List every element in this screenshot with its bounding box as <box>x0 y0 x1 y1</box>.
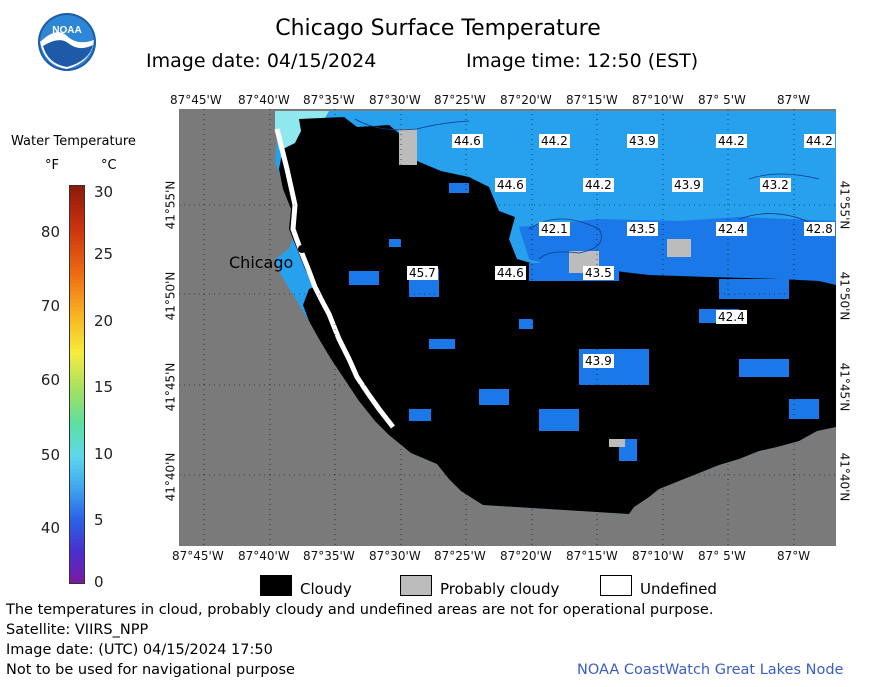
page-title: Chicago Surface Temperature <box>275 16 601 41</box>
lon-label-bottom: 87°15'W <box>566 549 618 563</box>
temp-value: 42.4 <box>716 310 747 324</box>
unit-celsius: °C <box>101 158 117 173</box>
lon-label-top: 87° 5'W <box>698 93 746 107</box>
undefined-swatch <box>600 575 632 596</box>
lon-label-bottom: 87°35'W <box>303 549 355 563</box>
cloudy-swatch <box>260 575 292 596</box>
tick-f-60: 60 <box>40 371 60 389</box>
lat-label-right: 41°50'N <box>837 271 852 321</box>
disclaimer-text: The temperatures in cloud, probably clou… <box>6 602 714 618</box>
temp-value: 44.2 <box>716 134 747 148</box>
temp-value: 43.9 <box>583 354 614 368</box>
temp-value: 43.5 <box>627 222 658 236</box>
noaa-logo-text: NOAA <box>52 25 81 36</box>
tick-f-80: 80 <box>40 223 60 241</box>
color-scale-bar <box>69 185 85 584</box>
navigation-warning: Not to be used for navigational purpose <box>6 662 295 678</box>
temp-value: 42.4 <box>716 222 747 236</box>
lon-label-top: 87°20'W <box>500 93 552 107</box>
lon-label-top: 87°30'W <box>369 93 421 107</box>
utc-date-text: Image date: (UTC) 04/15/2024 17:50 <box>6 642 273 658</box>
temp-value: 44.2 <box>583 178 614 192</box>
lon-label-bottom: 87°45'W <box>172 549 224 563</box>
lat-label-left: 41°55'N <box>163 180 178 230</box>
lon-label-bottom: 87° 5'W <box>698 549 746 563</box>
lon-label-bottom: 87°30'W <box>369 549 421 563</box>
tick-f-40: 40 <box>40 519 60 537</box>
lon-label-top: 87°W <box>777 93 811 107</box>
temperature-map <box>179 109 836 546</box>
temp-value: 43.2 <box>760 178 791 192</box>
noaa-logo: NOAA <box>38 13 96 71</box>
tick-c-5: 5 <box>94 511 104 529</box>
satellite-text: Satellite: VIIRS_NPP <box>6 622 149 638</box>
undefined-shoreline <box>274 128 395 429</box>
lon-label-top: 87°25'W <box>434 93 486 107</box>
tick-c-25: 25 <box>94 245 114 263</box>
lat-label-left: 41°50'N <box>163 271 178 321</box>
temp-value: 44.2 <box>539 134 570 148</box>
lat-label-left: 41°45'N <box>163 362 178 412</box>
probably-cloudy-swatch <box>400 575 432 596</box>
tick-c-30: 30 <box>94 183 114 201</box>
temp-value: 44.6 <box>495 266 526 280</box>
lon-label-bottom: 87°20'W <box>500 549 552 563</box>
temp-value: 43.5 <box>583 266 614 280</box>
tick-c-15: 15 <box>94 378 114 396</box>
lat-label-right: 41°40'N <box>837 452 852 502</box>
lon-label-top: 87°45'W <box>170 93 222 107</box>
legend-title: Water Temperature <box>11 134 136 149</box>
lat-label-left: 41°40'N <box>163 452 178 502</box>
lon-label-bottom: 87°10'W <box>632 549 684 563</box>
tick-f-50: 50 <box>40 446 60 464</box>
city-label-chicago: Chicago <box>229 253 294 272</box>
temp-value: 43.9 <box>672 178 703 192</box>
tick-c-0: 0 <box>94 573 104 591</box>
lon-label-top: 87°40'W <box>238 93 290 107</box>
temp-value: 42.8 <box>804 222 835 236</box>
temp-value: 44.6 <box>452 134 483 148</box>
lon-label-top: 87°15'W <box>566 93 618 107</box>
noaa-node-credit: NOAA CoastWatch Great Lakes Node <box>577 662 844 678</box>
temp-value: 42.1 <box>539 222 570 236</box>
undefined-label: Undefined <box>640 580 717 598</box>
tick-c-10: 10 <box>94 445 114 463</box>
unit-fahrenheit: °F <box>45 158 59 173</box>
lon-label-bottom: 87°25'W <box>434 549 486 563</box>
chicago-marker <box>298 245 306 253</box>
temp-value: 45.7 <box>407 266 438 280</box>
lon-label-top: 87°35'W <box>303 93 355 107</box>
image-time: Image time: 12:50 (EST) <box>466 50 699 72</box>
temp-value: 44.6 <box>495 178 526 192</box>
image-date: Image date: 04/15/2024 <box>146 50 377 72</box>
lon-label-bottom: 87°40'W <box>238 549 290 563</box>
temp-value: 44.2 <box>804 134 835 148</box>
lat-label-right: 41°45'N <box>837 362 852 412</box>
lat-label-right: 41°55'N <box>837 180 852 230</box>
tick-f-70: 70 <box>40 297 60 315</box>
lon-label-top: 87°10'W <box>632 93 684 107</box>
cloudy-label: Cloudy <box>300 580 352 598</box>
probably-cloudy-label: Probably cloudy <box>440 580 560 598</box>
tick-c-20: 20 <box>94 312 114 330</box>
lon-label-bottom: 87°W <box>777 549 811 563</box>
temp-value: 43.9 <box>627 134 658 148</box>
